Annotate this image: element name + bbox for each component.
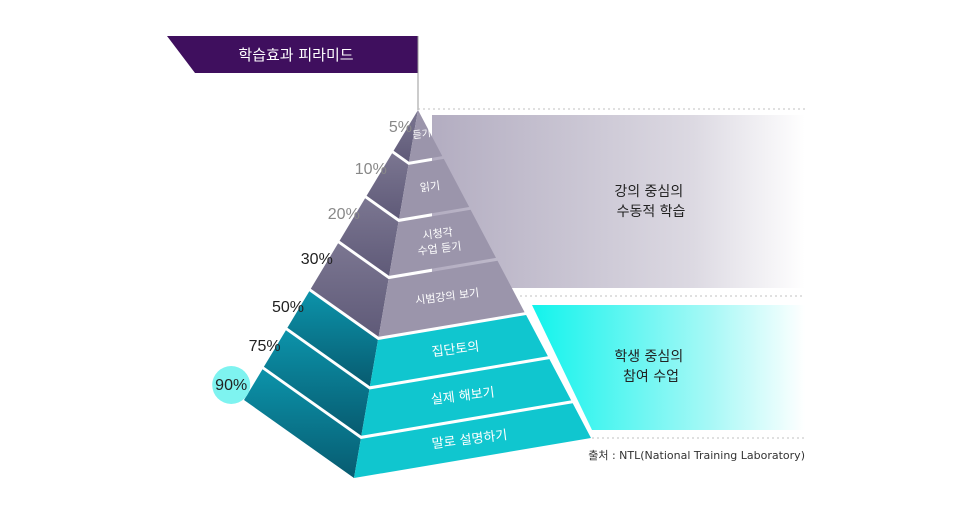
- pyramid-level-2-percent: 10%: [355, 161, 387, 178]
- pyramid-level-3-left-face: [339, 198, 399, 276]
- group-bands: 강의 중심의 수동적 학습 학생 중심의 참여 수업: [418, 108, 805, 439]
- pyramid-level-7-left-face: [244, 369, 361, 478]
- pyramid-level-3: 시청각수업 듣기 20%: [328, 198, 496, 276]
- active-group-label-line-1: 학생 중심의: [614, 349, 683, 365]
- pyramid-level-5-label-line-1: 집단토의: [431, 339, 480, 360]
- pyramid-level-4-left-face: [310, 243, 389, 337]
- pyramid-level-1-left-face: [393, 110, 418, 162]
- pyramid-level-3-label-line-1: 시청각: [422, 226, 454, 243]
- pyramid-level-1-label: 듣기: [412, 127, 432, 141]
- pyramid-level-7-front-face: [354, 403, 591, 478]
- pyramid-level-5-percent: 50%: [272, 299, 304, 316]
- passive-group-label: 강의 중심의 수동적 학습: [614, 184, 687, 220]
- active-group-label-line-2: 참여 수업: [623, 369, 679, 385]
- pyramid-level-5: 집단토의 50%: [272, 291, 548, 387]
- pyramid-level-4-percent: 30%: [301, 251, 333, 268]
- pyramid-level-1-percent: 5%: [389, 119, 412, 136]
- passive-band: [432, 115, 805, 288]
- source-note: 출처 : NTL(National Training Laboratory): [588, 449, 805, 462]
- active-band: [532, 305, 805, 430]
- pyramid-level-5-label: 집단토의: [431, 339, 480, 360]
- title-banner: 학습효과 피라미드: [167, 36, 419, 110]
- pyramid-level-5-front-face: [369, 315, 548, 387]
- pyramid-level-2-label-line-1: 읽기: [419, 179, 441, 194]
- passive-group-label-line-1: 강의 중심의: [614, 184, 683, 200]
- pyramid-level-7-percent: 90%: [215, 377, 247, 394]
- pyramid-level-2-front-face: [399, 158, 470, 219]
- pyramid-level-2-left-face: [366, 153, 409, 219]
- pyramid-level-2-label: 읽기: [419, 179, 441, 194]
- pyramid-level-3-percent: 20%: [328, 206, 360, 223]
- title-text: 학습효과 피라미드: [238, 46, 353, 64]
- pyramid-level-2: 읽기 10%: [355, 153, 470, 219]
- pyramid-level-5-left-face: [287, 291, 378, 387]
- title-banner-shape: [167, 36, 418, 73]
- pyramid-level-3-front-face: [389, 209, 496, 276]
- passive-group-label-line-2: 수동적 학습: [617, 204, 686, 220]
- pyramid-level-4-front-face: [378, 260, 525, 337]
- pyramid-level-6-left-face: [263, 330, 370, 436]
- pyramid-level-7-highlight-circle: [212, 366, 251, 404]
- active-group-label: 학생 중심의 참여 수업: [614, 349, 687, 385]
- pyramid-level-6-front-face: [361, 359, 572, 436]
- pyramid-level-1-label-line-1: 듣기: [412, 127, 432, 141]
- pyramid-level-3-label-line-2: 수업 듣기: [417, 240, 462, 258]
- pyramid-level-3-label: 시청각수업 듣기: [415, 225, 462, 258]
- pyramid-level-1: 듣기5%: [389, 110, 443, 162]
- pyramid-level-6-percent: 75%: [249, 338, 281, 355]
- pyramid-level-1-front-face: [409, 110, 443, 162]
